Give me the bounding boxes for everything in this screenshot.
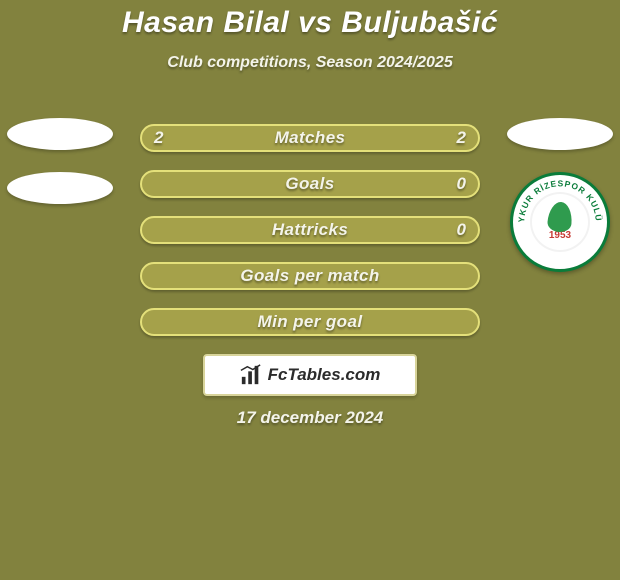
- stat-bar-min-per-goal: Min per goal: [140, 308, 480, 336]
- brand-text: FcTables.com: [268, 365, 381, 385]
- club-badge-rizespor: ÇAYKUR RİZESPOR KULÜBÜ 1953: [510, 172, 610, 272]
- stat-label: Goals: [285, 174, 334, 194]
- left-player-column: [0, 118, 120, 204]
- stat-bars: 2 Matches 2 Goals 0 Hattricks 0 Goals pe…: [140, 124, 480, 336]
- stat-label: Min per goal: [258, 312, 363, 332]
- stat-bar-goals-per-match: Goals per match: [140, 262, 480, 290]
- bar-chart-icon: [240, 364, 262, 386]
- right-player-column: ÇAYKUR RİZESPOR KULÜBÜ 1953: [500, 118, 620, 272]
- page-title: Hasan Bilal vs Buljubašić: [0, 0, 620, 40]
- subtitle: Club competitions, Season 2024/2025: [0, 54, 620, 72]
- stat-value-right: 0: [457, 174, 466, 194]
- snapshot-date: 17 december 2024: [0, 408, 620, 428]
- stat-label: Goals per match: [240, 266, 379, 286]
- stat-label: Hattricks: [272, 220, 348, 240]
- player-face-placeholder: [7, 118, 113, 150]
- club-logo-placeholder: [7, 172, 113, 204]
- stat-value-right: 2: [457, 128, 466, 148]
- brand-attribution: FcTables.com: [203, 354, 417, 396]
- player-face-placeholder: [507, 118, 613, 150]
- stat-bar-goals: Goals 0: [140, 170, 480, 198]
- stat-value-left: 2: [154, 128, 163, 148]
- stat-label: Matches: [275, 128, 346, 148]
- stat-value-right: 0: [457, 220, 466, 240]
- stat-bar-hattricks: Hattricks 0: [140, 216, 480, 244]
- comparison-infographic: Hasan Bilal vs Buljubašić Club competiti…: [0, 0, 620, 580]
- stat-bar-matches: 2 Matches 2: [140, 124, 480, 152]
